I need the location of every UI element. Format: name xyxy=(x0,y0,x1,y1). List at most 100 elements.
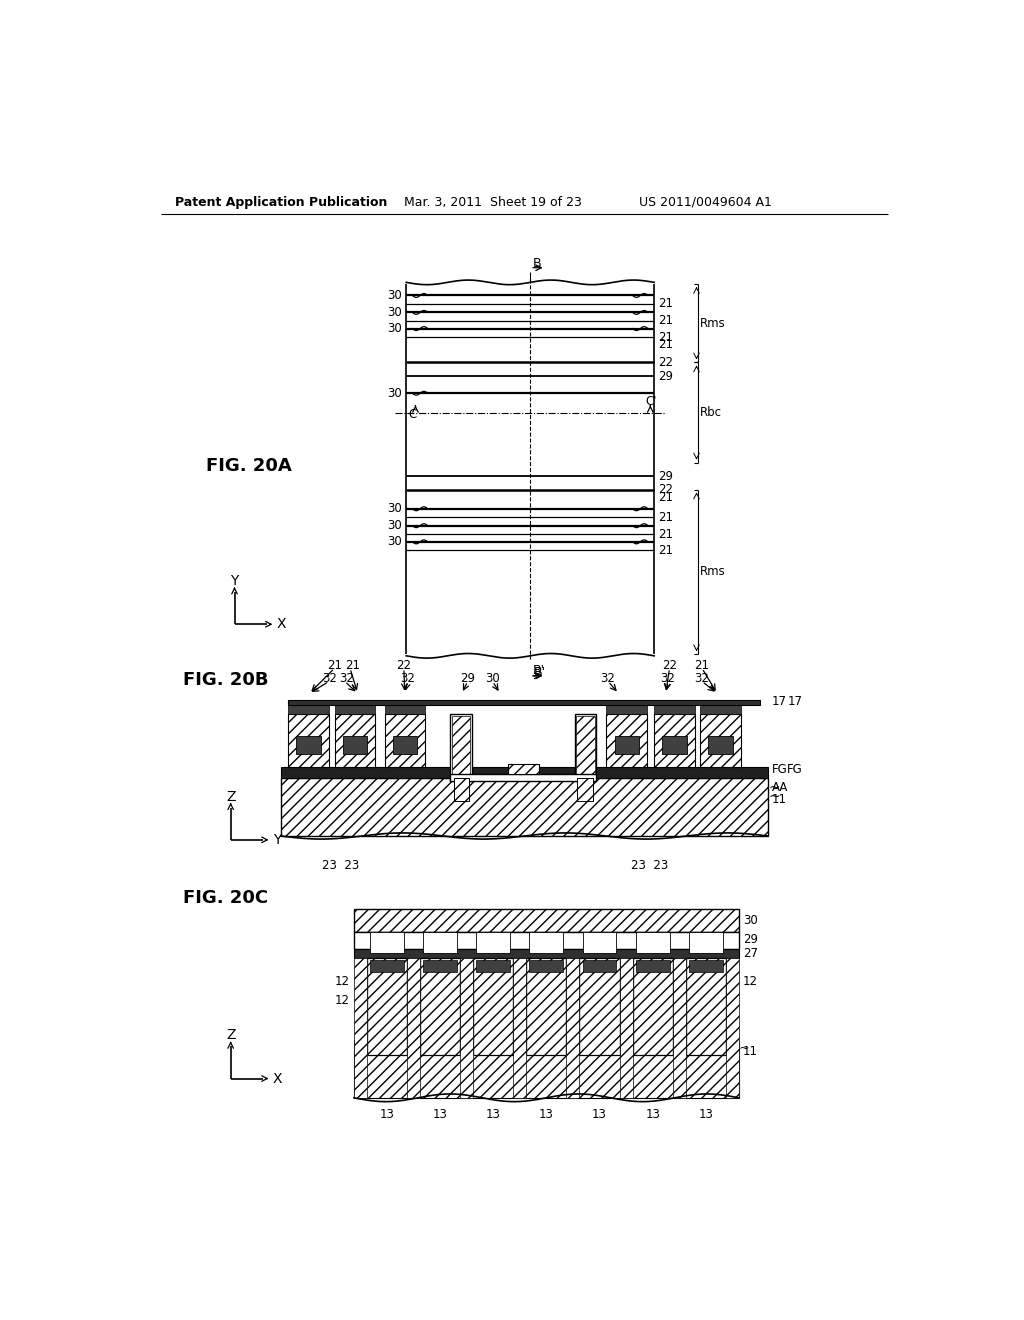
Text: 13: 13 xyxy=(485,1109,501,1121)
Bar xyxy=(529,932,563,953)
Bar xyxy=(673,958,686,1098)
Text: 17: 17 xyxy=(787,694,803,708)
Bar xyxy=(423,960,457,973)
Text: 29: 29 xyxy=(461,672,475,685)
Text: 30: 30 xyxy=(388,322,402,335)
Text: Rbc: Rbc xyxy=(700,407,722,418)
Bar xyxy=(370,960,403,973)
Bar xyxy=(689,960,723,973)
Bar xyxy=(451,775,596,780)
Text: 21: 21 xyxy=(658,330,673,343)
Bar xyxy=(529,960,563,973)
Bar xyxy=(577,715,595,779)
Text: 11: 11 xyxy=(772,793,787,807)
Text: 12: 12 xyxy=(742,975,758,989)
Text: 32: 32 xyxy=(694,672,710,685)
Text: ~: ~ xyxy=(739,1041,750,1055)
Text: 13: 13 xyxy=(645,1109,660,1121)
Bar xyxy=(654,701,695,714)
Bar xyxy=(700,701,741,714)
Text: 12: 12 xyxy=(335,975,350,989)
Text: Z: Z xyxy=(226,789,236,804)
Text: 21: 21 xyxy=(658,297,673,310)
Text: FIG. 20C: FIG. 20C xyxy=(183,888,268,907)
Bar xyxy=(385,701,425,714)
Text: 21: 21 xyxy=(694,659,710,672)
Text: 30: 30 xyxy=(388,289,402,302)
Text: 13: 13 xyxy=(380,1109,394,1121)
Text: C: C xyxy=(409,408,417,421)
Bar xyxy=(726,958,739,1098)
Text: Y: Y xyxy=(273,833,282,847)
Text: Mar. 3, 2011  Sheet 19 of 23: Mar. 3, 2011 Sheet 19 of 23 xyxy=(403,195,582,209)
Bar xyxy=(407,958,420,1098)
Bar xyxy=(606,701,647,714)
Bar xyxy=(335,701,376,714)
Text: 21: 21 xyxy=(327,659,342,672)
Bar xyxy=(574,714,596,780)
Text: Rms: Rms xyxy=(700,317,726,330)
Text: B': B' xyxy=(534,667,546,680)
Text: 13: 13 xyxy=(698,1109,713,1121)
Bar xyxy=(281,779,768,836)
Text: 12: 12 xyxy=(335,994,350,1007)
Text: Rms: Rms xyxy=(700,565,726,578)
Bar xyxy=(689,932,723,953)
Text: X: X xyxy=(273,1072,283,1085)
Bar xyxy=(580,958,620,1056)
Text: 21: 21 xyxy=(658,511,673,524)
Text: 29: 29 xyxy=(742,933,758,946)
Bar xyxy=(385,714,425,767)
Text: 32: 32 xyxy=(600,672,615,685)
Bar xyxy=(289,700,761,705)
Bar xyxy=(583,960,616,973)
Text: ~: ~ xyxy=(768,789,779,804)
Text: 32: 32 xyxy=(339,672,353,685)
Bar xyxy=(633,958,673,1056)
Text: 30: 30 xyxy=(388,387,402,400)
Bar xyxy=(454,779,469,801)
Bar xyxy=(578,779,593,801)
Bar xyxy=(636,932,670,953)
Text: AA: AA xyxy=(772,781,788,795)
Bar xyxy=(566,958,580,1098)
Bar xyxy=(663,737,687,755)
Text: 17: 17 xyxy=(772,694,787,708)
Text: ~: ~ xyxy=(768,780,779,795)
Text: 21: 21 xyxy=(658,528,673,541)
Text: 22: 22 xyxy=(658,483,673,496)
Text: FIG. 20A: FIG. 20A xyxy=(206,458,292,475)
Bar xyxy=(686,958,726,1056)
Bar xyxy=(335,714,376,767)
Bar xyxy=(289,701,330,714)
Text: 21: 21 xyxy=(658,338,673,351)
Bar xyxy=(606,714,647,767)
Bar xyxy=(709,737,733,755)
Text: 13: 13 xyxy=(592,1109,607,1121)
Text: C': C' xyxy=(645,395,656,408)
Text: 23  23: 23 23 xyxy=(322,859,358,871)
Bar xyxy=(636,960,670,973)
Bar xyxy=(370,932,403,953)
Text: Patent Application Publication: Patent Application Publication xyxy=(175,195,388,209)
Bar xyxy=(354,1040,739,1098)
Text: US 2011/0049604 A1: US 2011/0049604 A1 xyxy=(639,195,772,209)
Text: Y: Y xyxy=(230,574,239,589)
Text: 32: 32 xyxy=(322,672,337,685)
Text: 30: 30 xyxy=(388,536,402,548)
Text: 32: 32 xyxy=(660,672,676,685)
Text: 29: 29 xyxy=(658,370,673,383)
Text: 27: 27 xyxy=(742,946,758,960)
Bar xyxy=(354,932,739,949)
Bar xyxy=(460,958,473,1098)
Text: 11: 11 xyxy=(742,1045,758,1059)
Bar xyxy=(393,737,418,755)
Text: 22: 22 xyxy=(658,356,673,370)
Bar xyxy=(583,932,616,953)
Text: 32: 32 xyxy=(400,672,415,685)
Bar xyxy=(289,714,330,767)
Bar xyxy=(614,737,639,755)
Text: 21: 21 xyxy=(658,491,673,504)
Text: FIG. 20B: FIG. 20B xyxy=(183,672,268,689)
Bar xyxy=(513,958,526,1098)
